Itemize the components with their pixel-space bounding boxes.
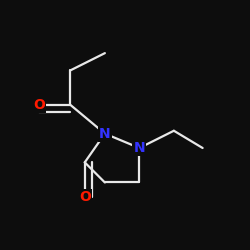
Text: N: N — [134, 141, 145, 155]
Text: O: O — [79, 190, 91, 204]
Text: N: N — [99, 126, 111, 140]
Text: O: O — [33, 98, 45, 112]
